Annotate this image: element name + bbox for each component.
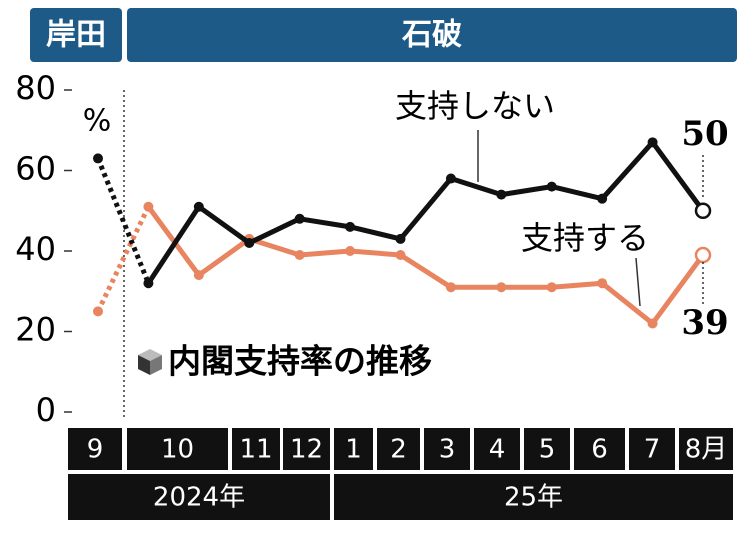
cabinet-label: 石破 — [401, 18, 462, 53]
y-tick-label: 40 — [15, 230, 56, 268]
point — [546, 181, 557, 192]
month-cell — [679, 428, 733, 470]
month-cell — [127, 428, 228, 470]
y-tick-label: 20 — [15, 311, 56, 349]
y-unit: % — [83, 104, 112, 139]
point — [647, 137, 658, 148]
year-label: 25年 — [504, 483, 563, 513]
point — [445, 282, 456, 293]
y-tick-label: 80 — [15, 69, 56, 107]
x-tick-label: 10 — [161, 435, 194, 465]
cabinet-band — [127, 8, 737, 62]
title-icon — [138, 349, 162, 375]
point — [294, 250, 305, 261]
point — [496, 189, 507, 200]
cabinet-band — [30, 8, 122, 62]
legend-label: 支持する — [521, 219, 649, 257]
legend-label: 支持しない — [395, 87, 555, 125]
point — [244, 237, 255, 248]
point — [395, 250, 406, 261]
point — [345, 246, 356, 256]
x-tick-label: 2 — [390, 435, 407, 465]
series-line — [146, 205, 706, 326]
point — [496, 282, 507, 293]
month-cell — [232, 428, 280, 470]
point — [93, 306, 103, 317]
point — [345, 221, 356, 232]
x-tick-label: 7 — [644, 435, 661, 465]
month-cell — [574, 428, 625, 470]
point — [694, 246, 712, 264]
month-cell — [474, 428, 520, 470]
month-cell — [524, 428, 570, 470]
point — [647, 318, 658, 329]
x-tick-label: 3 — [439, 435, 456, 465]
month-cell — [377, 428, 420, 470]
point — [93, 153, 103, 164]
month-cell — [424, 428, 470, 470]
point — [694, 202, 712, 219]
point — [395, 233, 406, 244]
point — [597, 278, 608, 289]
y-tick-label: 60 — [15, 150, 56, 188]
x-tick-label: 5 — [539, 435, 556, 465]
x-tick-label: 8月 — [685, 435, 728, 465]
point — [546, 282, 557, 293]
point — [193, 270, 204, 281]
point — [294, 213, 305, 224]
point — [597, 193, 608, 204]
month-cell — [629, 428, 675, 470]
point — [445, 173, 456, 184]
point — [193, 201, 204, 212]
x-tick-label: 1 — [345, 435, 362, 465]
month-cell — [68, 428, 122, 470]
series-line-dotted — [95, 157, 151, 285]
cabinet-label: 岸田 — [46, 18, 106, 53]
year-label: 2024年 — [153, 483, 245, 513]
month-cell — [334, 428, 373, 470]
leader — [635, 257, 641, 307]
series-line — [146, 139, 706, 285]
point — [143, 201, 154, 212]
month-cell — [283, 428, 330, 470]
x-tick-label: 11 — [239, 435, 272, 465]
x-tick-label: 4 — [489, 435, 506, 465]
x-tick-label: 6 — [591, 435, 608, 465]
series-line-dotted — [95, 205, 151, 313]
year-cell — [334, 474, 733, 520]
y-tick-label: 0 — [36, 391, 56, 429]
end-label: 50 — [681, 114, 728, 154]
end-label: 39 — [681, 303, 728, 343]
chart-title: 内閣支持率の推移 — [168, 342, 432, 381]
point — [143, 278, 154, 289]
x-tick-label: 12 — [290, 435, 323, 465]
year-cell — [68, 474, 330, 520]
x-tick-label: 9 — [87, 435, 104, 465]
